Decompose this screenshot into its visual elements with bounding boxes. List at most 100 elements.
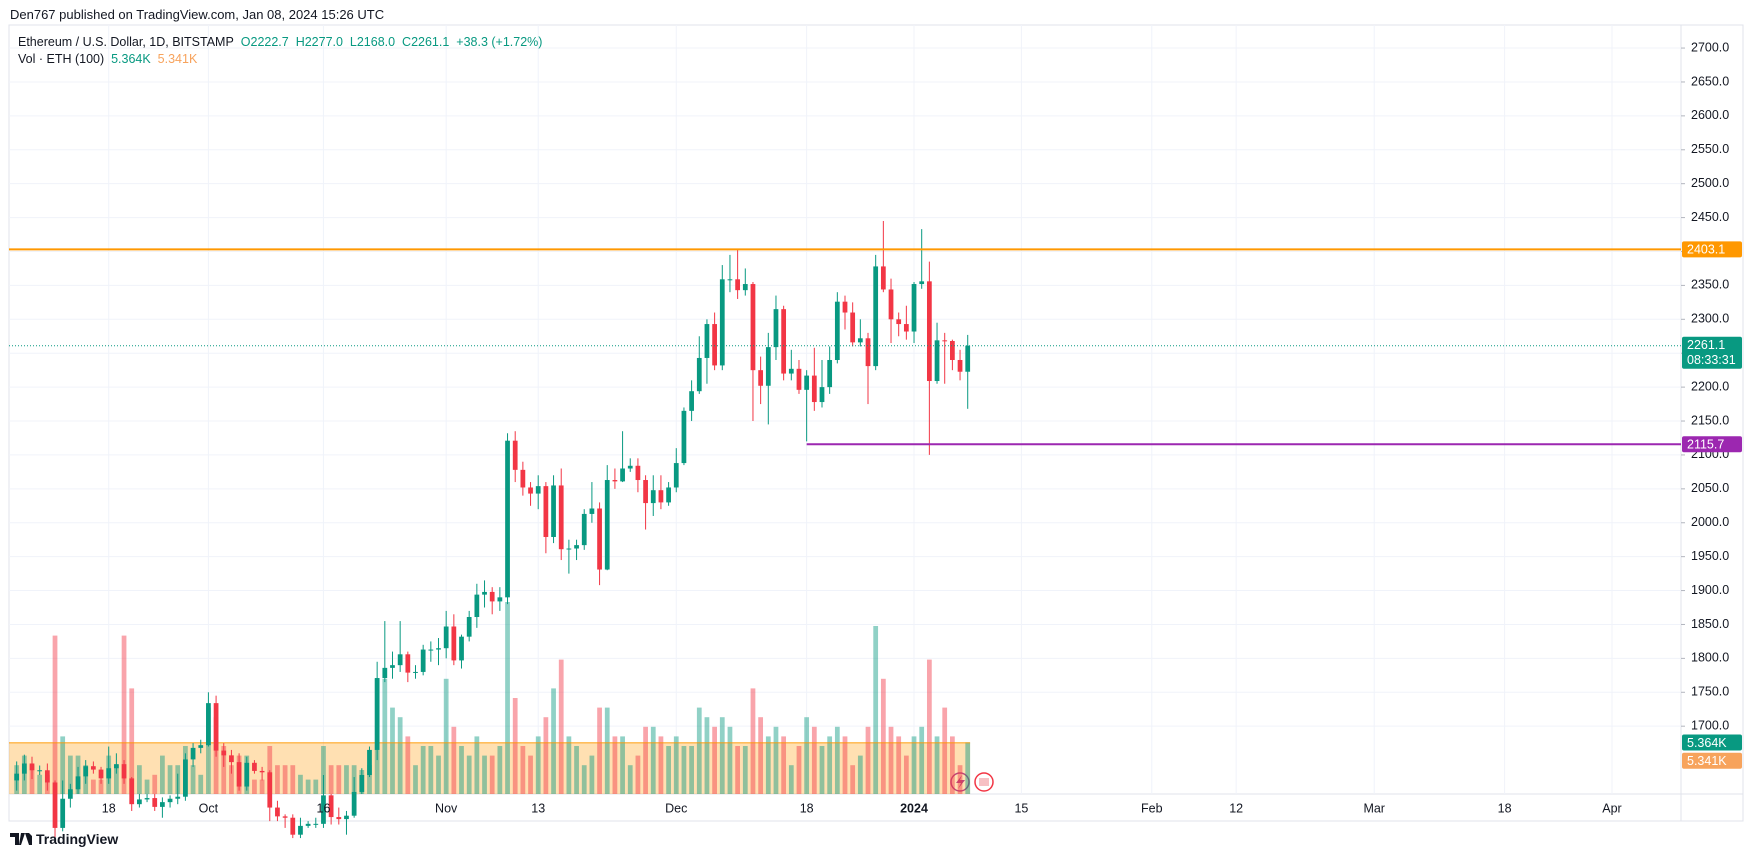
y-tick-label: 2150.0 — [1691, 413, 1729, 427]
candle-body — [934, 340, 940, 382]
volume-ma-label: 5.341K — [1687, 754, 1727, 768]
volume-bar — [413, 765, 418, 794]
volume-bar — [328, 765, 334, 794]
logo — [10, 833, 32, 845]
chart-frame — [8, 24, 1744, 822]
legend-low: L2168.0 — [349, 35, 396, 49]
volume-bar — [190, 765, 196, 794]
volume-bar — [612, 736, 618, 794]
footer-brand: TradingView — [36, 831, 119, 847]
volume-bar — [896, 736, 902, 794]
volume-bar — [390, 707, 395, 794]
candle-body — [796, 368, 802, 390]
x-tick-label: Nov — [435, 801, 458, 815]
volume-bar — [482, 755, 487, 794]
candle-body — [811, 375, 817, 403]
volume-bar — [742, 746, 748, 794]
volume-bar — [528, 755, 533, 794]
x-tick-label: Dec — [665, 801, 687, 815]
candle-body — [244, 762, 250, 787]
candle-body — [282, 816, 288, 818]
candle-body — [681, 410, 687, 464]
candle-body — [735, 279, 741, 291]
candle-body — [213, 703, 219, 751]
volume-bar — [750, 688, 756, 794]
volume-bar — [819, 746, 825, 794]
volume-bar — [589, 755, 595, 794]
x-tick-label: 13 — [531, 801, 545, 815]
candle-body — [865, 338, 871, 367]
volume-bar — [67, 755, 73, 794]
volume-bar — [520, 746, 526, 794]
candle-body — [206, 703, 211, 746]
volume-bar — [765, 736, 771, 794]
candle-body — [428, 649, 434, 651]
candle-body — [857, 338, 863, 343]
volume-bar — [865, 726, 871, 794]
volume-bar — [90, 779, 96, 794]
volume-bar — [466, 755, 472, 794]
volume-bar — [911, 736, 917, 794]
candle-body — [834, 301, 840, 360]
candle-body — [512, 440, 518, 470]
y-tick-label: 2000.0 — [1691, 515, 1729, 529]
candle-body — [152, 798, 158, 807]
x-tick-label: Oct — [199, 801, 219, 815]
candle-body — [351, 791, 357, 816]
candle-body — [267, 772, 273, 808]
volume-bar — [436, 755, 441, 794]
published-note: Den767 published on TradingView.com, Jan… — [10, 7, 385, 22]
volume-bar — [880, 678, 886, 794]
candle-body — [443, 626, 449, 649]
volume-ma-label-box — [1682, 752, 1742, 769]
countdown-label: 08:33:31 — [1687, 353, 1736, 367]
candle-body — [236, 762, 242, 787]
volume-bar — [535, 736, 541, 794]
legend-close: C2261.1 — [402, 35, 450, 49]
candle-body — [627, 465, 633, 469]
level-label-box — [1682, 241, 1742, 258]
candle-body — [873, 266, 879, 367]
candle-body — [328, 795, 334, 818]
candle-body — [926, 281, 932, 382]
event-icon-bolt — [956, 775, 965, 789]
volume-bar — [758, 717, 764, 794]
level-label: 2115.7 — [1687, 438, 1724, 452]
volume-bar — [206, 707, 211, 794]
candle-body — [221, 750, 227, 756]
volume-bar — [673, 736, 679, 794]
candle-body — [650, 490, 656, 504]
candle-body — [359, 775, 365, 792]
candle-body — [113, 764, 119, 769]
volume-bar — [137, 765, 142, 794]
candle-body — [597, 508, 602, 570]
candle-body — [903, 324, 909, 332]
candle-body — [827, 359, 833, 388]
candle-body — [712, 324, 717, 366]
volume-bar — [512, 698, 518, 794]
candle-body — [336, 817, 342, 820]
candle-body — [83, 766, 89, 777]
y-tick-label: 2050.0 — [1691, 481, 1729, 495]
volume-bar — [773, 726, 779, 794]
volume-bar — [635, 755, 641, 794]
candle-body — [581, 513, 587, 546]
candle-body — [658, 490, 664, 503]
volume-bar — [604, 707, 610, 794]
volume-bar — [344, 765, 349, 794]
volume-ma-area — [9, 742, 971, 794]
candle-body — [804, 375, 810, 390]
symbol-title: Ethereum / U.S. Dollar, 1D, BITSTAMP — [18, 35, 234, 49]
volume-bar — [926, 659, 932, 794]
candle-body — [919, 281, 925, 285]
legend: Ethereum / U.S. Dollar, 1D, BITSTAMP O22… — [18, 34, 542, 68]
candle-body — [765, 347, 771, 386]
volume-bar — [428, 746, 434, 794]
candle-body — [275, 807, 280, 817]
candle-body — [67, 789, 73, 799]
volume-bar — [934, 736, 940, 794]
volume-bar — [321, 746, 326, 794]
candle-body — [90, 766, 96, 770]
candle-body — [589, 508, 595, 514]
volume-bar — [735, 746, 741, 794]
